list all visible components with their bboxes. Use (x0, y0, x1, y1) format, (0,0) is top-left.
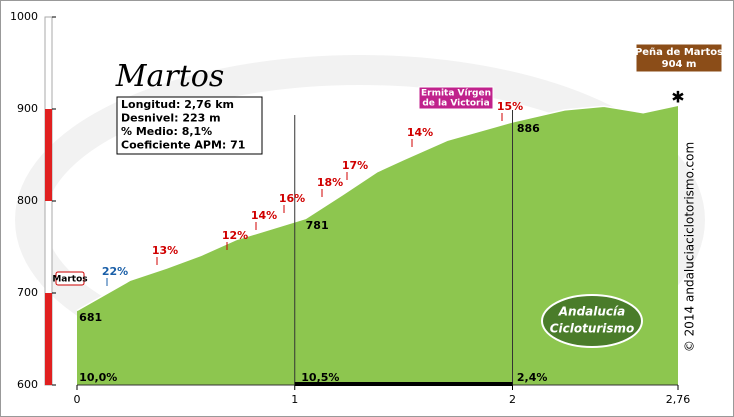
gradient-label: 16% (279, 192, 305, 205)
section-gradient: 2,4% (517, 371, 548, 384)
gradient-label: 13% (152, 244, 178, 257)
gradient-label: 17% (342, 159, 368, 172)
x-tick-label: 2,76 (666, 393, 691, 406)
area-fill (77, 105, 678, 385)
y-tick-label: 1000 (10, 10, 38, 23)
elevation-label: 781 (306, 219, 329, 232)
info-line: Longitud: 2,76 km (121, 98, 234, 111)
poi-box (418, 86, 494, 110)
summit-box (635, 43, 723, 73)
info-line: % Medio: 8,1% (121, 125, 212, 138)
section-gradient: 10,0% (79, 371, 117, 384)
start-label: Martos (52, 275, 87, 285)
gradient-label: 14% (251, 209, 277, 222)
logo-text: Cicloturismo (550, 322, 635, 336)
axis-bar-red (45, 293, 52, 385)
chart-title: Martos (115, 59, 224, 94)
elevation-label: 681 (79, 311, 102, 324)
summit-label: 904 m (662, 59, 697, 70)
logo-text: Andalucía (558, 305, 626, 319)
gradient-label: 22% (102, 265, 128, 278)
x-tick-label: 2 (509, 393, 516, 406)
y-tick-label: 900 (17, 102, 38, 115)
copyright: © 2014 andaluciaciclotorismo.com (683, 142, 697, 352)
poi-label: de la Victoria (422, 99, 489, 109)
y-tick-label: 600 (17, 378, 38, 391)
gradient-label: 18% (317, 176, 343, 189)
start-box (55, 271, 85, 286)
info-line: Desnivel: 223 m (121, 112, 221, 125)
elevation-label: 886 (517, 122, 540, 135)
profile-line (76, 104, 679, 312)
info-box (116, 96, 263, 155)
info-line: Coeficiente APM: 71 (121, 139, 245, 152)
axis-bar-red (45, 109, 52, 201)
y-tick-label: 700 (17, 286, 38, 299)
x-tick-label: 1 (291, 393, 298, 406)
y-tick-label: 800 (17, 194, 38, 207)
section-gradient: 10,5% (301, 371, 339, 384)
gradient-label: 15% (497, 100, 523, 113)
summit-marker: ✱ (671, 88, 684, 107)
gradient-label: 12% (222, 229, 248, 242)
steep-bar (294, 382, 513, 386)
logo-badge (541, 294, 643, 348)
x-tick-label: 0 (74, 393, 81, 406)
gradient-label: 14% (407, 126, 433, 139)
poi-label: Ermita Vírgen (421, 89, 491, 99)
summit-label: Peña de Martos (635, 47, 723, 58)
